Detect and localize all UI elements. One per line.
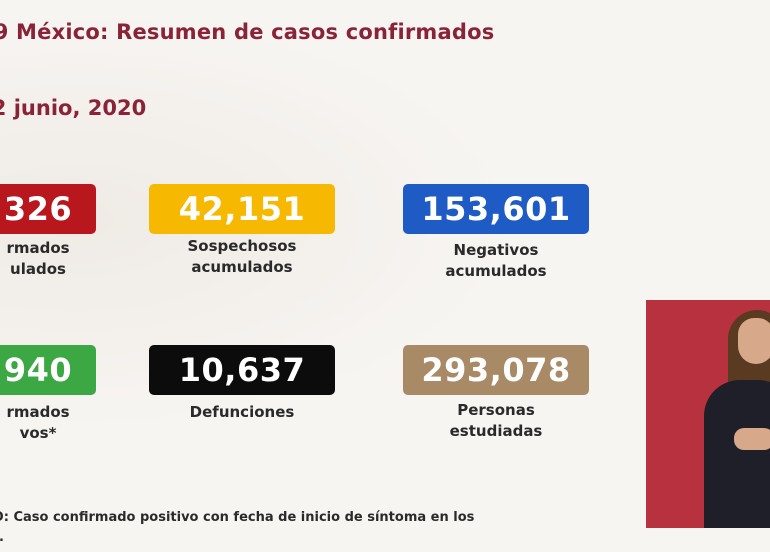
persons-studied-box: 293,078 bbox=[403, 345, 589, 395]
sign-language-interpreter-video bbox=[646, 300, 770, 528]
persons-studied-label: Personas estudiadas bbox=[449, 401, 543, 440]
deaths-box: 10,637 bbox=[149, 345, 335, 395]
suspected-cumulative-box: 42,151 bbox=[149, 184, 335, 234]
deaths-label: Defunciones bbox=[189, 403, 295, 421]
suspected-cumulative-label: Sospechosos acumulados bbox=[187, 237, 297, 276]
persons-studied-value: 293,078 bbox=[421, 351, 571, 389]
deaths-value: 10,637 bbox=[178, 351, 306, 389]
footnote: IVO: Caso confirmado positivo con fecha … bbox=[0, 510, 475, 545]
slide-title: -19 México: Resumen de casos confirmados bbox=[0, 20, 495, 44]
confirmed-cumulative-box: 326 bbox=[0, 184, 96, 234]
confirmed-active-label: rmados vos* bbox=[6, 403, 70, 442]
negative-cumulative-label: Negativos acumulados bbox=[445, 241, 547, 280]
confirmed-cumulative-value: 326 bbox=[3, 190, 73, 228]
slide-date: – 2 junio, 2020 bbox=[0, 96, 147, 120]
confirmed-active-value: 940 bbox=[3, 351, 73, 389]
negative-cumulative-value: 153,601 bbox=[421, 190, 571, 228]
suspected-cumulative-value: 42,151 bbox=[178, 190, 306, 228]
confirmed-cumulative-label: rmados ulados bbox=[6, 239, 70, 278]
negative-cumulative-box: 153,601 bbox=[403, 184, 589, 234]
confirmed-active-box: 940 bbox=[0, 345, 96, 395]
